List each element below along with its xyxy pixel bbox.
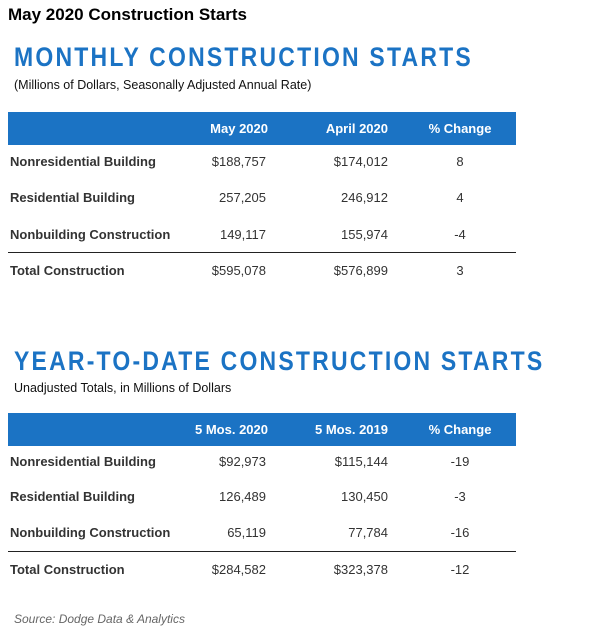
page-title: May 2020 Construction Starts bbox=[8, 5, 248, 24]
cell: -16 bbox=[450, 525, 470, 540]
source-note: Source: Dodge Data & Analytics bbox=[14, 612, 185, 626]
cell: 246,912 bbox=[341, 190, 388, 205]
row-label: Residential Building bbox=[10, 489, 135, 504]
cell: -19 bbox=[450, 454, 470, 469]
row-label: Residential Building bbox=[10, 190, 135, 205]
column-header: May 2020 bbox=[210, 121, 268, 136]
cell: $92,973 bbox=[219, 454, 266, 469]
cell: $188,757 bbox=[211, 154, 266, 169]
total-cell: -12 bbox=[450, 562, 470, 577]
column-header: % Change bbox=[428, 422, 492, 437]
cell: 77,784 bbox=[348, 525, 388, 540]
column-header: 5 Mos. 2019 bbox=[315, 422, 388, 437]
section-subtitle: (Millions of Dollars, Seasonally Adjuste… bbox=[14, 78, 312, 92]
total-label: Total Construction bbox=[10, 562, 125, 577]
total-rule bbox=[8, 252, 516, 253]
header-band bbox=[8, 112, 516, 145]
cell: $174,012 bbox=[333, 154, 388, 169]
cell: 4 bbox=[456, 190, 464, 205]
cell: 149,117 bbox=[219, 227, 266, 242]
cell: 257,205 bbox=[219, 190, 266, 205]
column-header: April 2020 bbox=[325, 121, 388, 136]
section-subtitle: Unadjusted Totals, in Millions of Dollar… bbox=[14, 381, 232, 395]
cell: -3 bbox=[454, 489, 466, 504]
cell: $115,144 bbox=[334, 454, 388, 469]
row-label: Nonresidential Building bbox=[10, 454, 156, 469]
column-header: % Change bbox=[428, 121, 492, 136]
total-rule bbox=[8, 551, 516, 552]
header-band bbox=[8, 413, 516, 446]
total-cell: $284,582 bbox=[211, 562, 266, 577]
row-label: Nonbuilding Construction bbox=[10, 227, 171, 242]
row-label: Nonresidential Building bbox=[10, 154, 156, 169]
total-cell: 3 bbox=[456, 263, 464, 278]
section-heading: MONTHLY CONSTRUCTION STARTS bbox=[14, 42, 473, 72]
cell: -4 bbox=[454, 227, 466, 242]
section-heading: YEAR-TO-DATE CONSTRUCTION STARTS bbox=[14, 346, 545, 376]
row-label: Nonbuilding Construction bbox=[10, 525, 171, 540]
total-cell: $595,078 bbox=[211, 263, 266, 278]
total-cell: $576,899 bbox=[333, 263, 388, 278]
cell: 155,974 bbox=[341, 227, 388, 242]
cell: 8 bbox=[456, 154, 464, 169]
column-header: 5 Mos. 2020 bbox=[195, 422, 268, 437]
cell: 65,119 bbox=[227, 525, 266, 540]
cell: 130,450 bbox=[341, 489, 388, 504]
cell: 126,489 bbox=[219, 489, 266, 504]
total-label: Total Construction bbox=[10, 263, 125, 278]
total-cell: $323,378 bbox=[333, 562, 388, 577]
